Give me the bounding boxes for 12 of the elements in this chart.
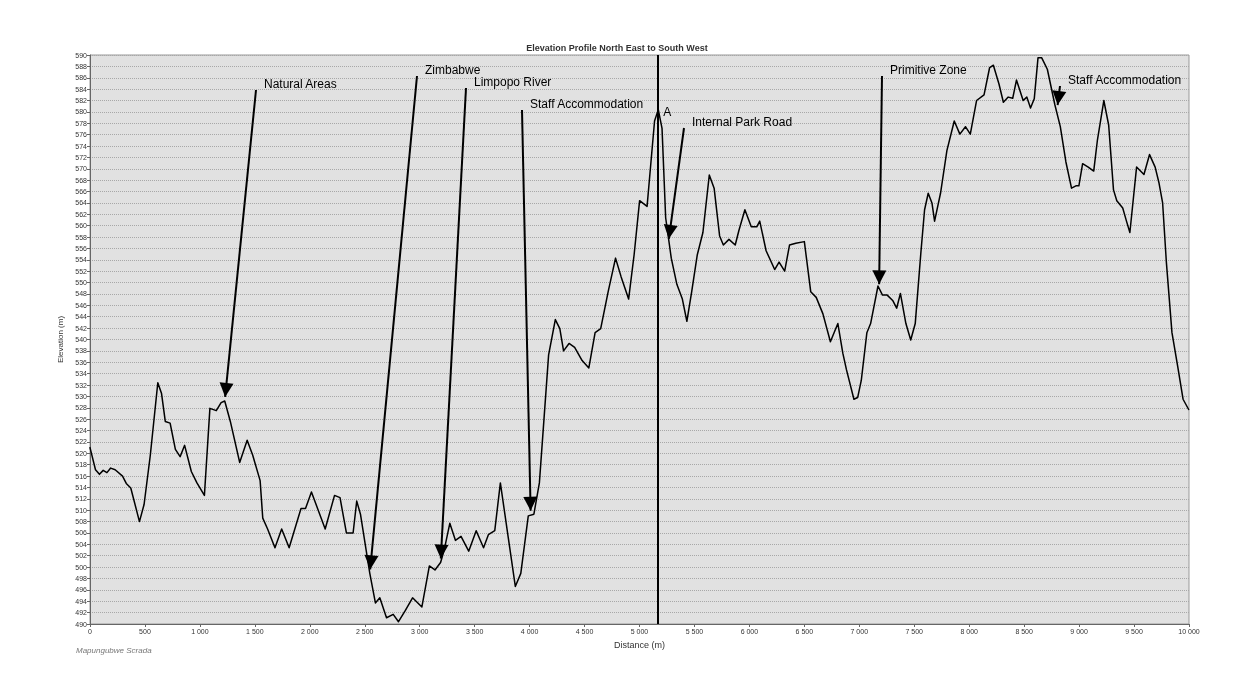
annotation: Natural Areas xyxy=(264,77,337,91)
chart-title: Elevation Profile North East to South West xyxy=(526,42,708,53)
annotation: Staff Accommodation xyxy=(1068,73,1182,87)
ref-line-label: A xyxy=(663,105,672,119)
text: Mapungubwe Scrada xyxy=(76,645,153,655)
y-axis-title: Elevation (m) xyxy=(55,315,65,364)
annotation: Zimbabwe xyxy=(425,63,481,77)
annotation: Primitive Zone xyxy=(890,63,968,77)
annotation: Staff Accommodation xyxy=(530,97,644,111)
annotation: Limpopo River xyxy=(474,75,552,89)
annotation: Internal Park Road xyxy=(692,115,793,129)
x-axis-title: Distance (m) xyxy=(613,639,666,650)
